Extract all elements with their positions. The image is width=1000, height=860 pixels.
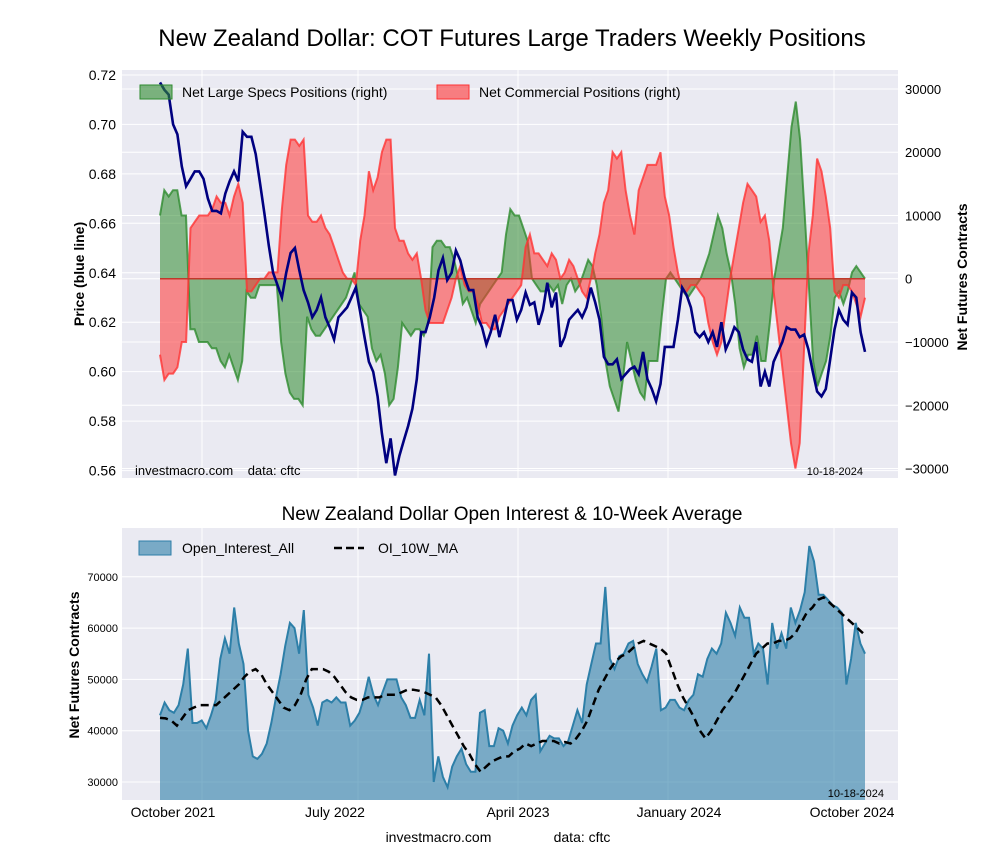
- legend-swatch-open-interest: [138, 540, 172, 556]
- upper-legend: Net Large Specs Positions (right) Net Co…: [139, 84, 681, 100]
- lower-x-tick-label: April 2023: [486, 804, 549, 820]
- lower-x-tick-label: January 2024: [637, 804, 722, 820]
- upper-right-tick-label: −30000: [905, 462, 949, 477]
- upper-price-line: [158, 81, 867, 476]
- lower-left-axis: 70000 60000 50000 40000 30000: [87, 572, 118, 789]
- lower-chart-title: New Zealand Dollar Open Interest & 10-We…: [282, 504, 743, 525]
- lower-tick-label: 70000: [87, 572, 118, 584]
- lower-x-tick-label: October 2021: [131, 804, 216, 820]
- large-specs-area: [160, 101, 865, 412]
- upper-left-tick-label: 0.72: [89, 67, 116, 83]
- legend-label-commercial: Net Commercial Positions (right): [479, 84, 681, 100]
- upper-left-tick-label: 0.60: [89, 364, 116, 380]
- lower-x-tick-label: October 2024: [810, 804, 895, 820]
- upper-right-tick-label: 10000: [905, 208, 941, 223]
- legend-label-moving-average: OI_10W_MA: [378, 540, 459, 556]
- upper-left-tick-label: 0.62: [89, 314, 116, 330]
- upper-watermark: investmacro.com data: cftc: [135, 463, 301, 478]
- lower-date-label: 10-18-2024: [828, 788, 884, 800]
- upper-right-axis-label: Net Futures Contracts: [954, 203, 970, 350]
- upper-left-axis-label: Price (blue line): [71, 222, 87, 326]
- upper-date-label: 10-18-2024: [807, 466, 863, 478]
- price-line: [158, 81, 867, 476]
- lower-tick-label: 60000: [87, 623, 118, 635]
- open-interest-line: [159, 545, 866, 791]
- upper-right-tick-label: 20000: [905, 145, 941, 160]
- upper-left-tick-label: 0.58: [89, 413, 116, 429]
- lower-tick-label: 50000: [87, 674, 118, 686]
- upper-right-tick-label: 30000: [905, 82, 941, 97]
- upper-right-tick-label: −20000: [905, 398, 949, 413]
- legend-swatch-commercial: [436, 84, 470, 100]
- lower-tick-label: 40000: [87, 726, 118, 738]
- upper-chart-title: New Zealand Dollar: COT Futures Large Tr…: [158, 25, 865, 52]
- commercial-area: [160, 139, 865, 469]
- legend-swatch-large-specs: [139, 84, 173, 100]
- lower-x-tick-label: July 2022: [305, 804, 365, 820]
- upper-left-tick-label: 0.56: [89, 463, 116, 479]
- commercial-line: [159, 136, 866, 469]
- lower-footer: investmacro.com data: cftc: [386, 829, 611, 845]
- lower-axis-label: Net Futures Contracts: [66, 591, 82, 738]
- upper-left-tick-label: 0.64: [89, 265, 116, 281]
- upper-left-axis: 0.72 0.70 0.68 0.66 0.64 0.62 0.60 0.58 0.56: [89, 67, 116, 479]
- legend-label-open-interest: Open_Interest_All: [182, 540, 294, 556]
- lower-x-axis: October 2021 July 2022 April 2023 January 2…: [131, 804, 895, 820]
- upper-left-tick-label: 0.66: [89, 215, 116, 231]
- lower-legend: Open_Interest_All OI_10W_MA: [138, 540, 459, 556]
- open-interest-area: [160, 546, 865, 800]
- upper-left-tick-label: 0.68: [89, 166, 116, 182]
- upper-right-tick-label: −10000: [905, 335, 949, 350]
- upper-right-tick-label: 0: [905, 272, 912, 287]
- moving-average-line: [159, 595, 864, 774]
- lower-tick-label: 30000: [87, 777, 118, 789]
- lower-open-interest-area: [159, 545, 866, 800]
- lower-moving-average: [159, 595, 864, 774]
- legend-label-large-specs: Net Large Specs Positions (right): [182, 84, 387, 100]
- upper-left-tick-label: 0.70: [89, 116, 116, 132]
- upper-right-axis: 30000 20000 10000 0 −10000 −20000 −30000: [905, 82, 949, 477]
